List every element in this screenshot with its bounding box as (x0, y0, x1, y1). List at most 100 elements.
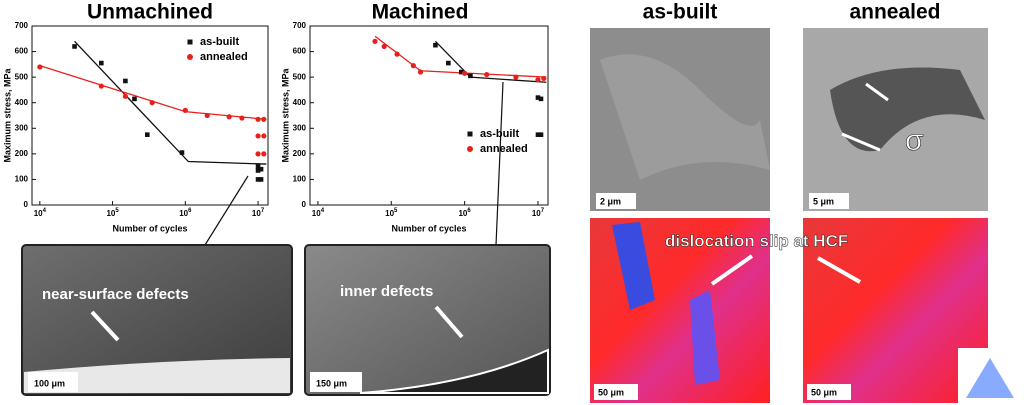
point (538, 96, 544, 102)
point (458, 69, 464, 75)
arrow (434, 305, 464, 339)
scale-box (594, 384, 638, 400)
point (255, 133, 261, 139)
point (258, 177, 264, 182)
ipf-triangle (966, 358, 1014, 398)
y-tick-label: 0 (24, 200, 29, 209)
x-axis-label: Number of cycles (391, 223, 466, 233)
point (541, 75, 547, 82)
y-tick-label: 600 (15, 47, 29, 56)
point (132, 96, 137, 102)
image-label: inner defects (340, 283, 433, 300)
arrow (817, 256, 861, 284)
chart-title: Unmachined (87, 1, 213, 24)
scale-box (809, 193, 849, 209)
point (394, 51, 400, 57)
x-tick-label: 105 (106, 208, 119, 219)
fit-line (39, 65, 267, 120)
legend-label: as-built (200, 36, 239, 48)
point (535, 77, 541, 83)
legend-label: as-built (480, 128, 519, 140)
point (204, 112, 210, 119)
scale-label: 2 μm (600, 196, 621, 206)
grain (600, 54, 770, 180)
point (179, 150, 185, 155)
y-tick-label: 100 (293, 175, 307, 184)
point (144, 132, 150, 137)
point (255, 116, 261, 122)
point (468, 73, 473, 79)
point (446, 60, 451, 66)
point (182, 107, 188, 113)
y-tick-label: 600 (293, 47, 307, 56)
point (123, 78, 128, 84)
image-title: annealed (849, 1, 940, 24)
y-tick-label: 200 (15, 149, 29, 158)
image-title: as-built (643, 1, 718, 24)
legend-marker (467, 131, 473, 137)
scale-label: 100 μm (34, 378, 65, 388)
point (535, 95, 541, 100)
y-axis-label: Maximum stress, MPa (280, 67, 290, 162)
y-tick-label: 700 (15, 21, 29, 30)
x-tick-label: 106 (458, 208, 471, 219)
point (72, 44, 77, 49)
arrow (90, 310, 120, 342)
point (37, 64, 43, 70)
point (255, 177, 261, 182)
point (410, 63, 416, 69)
sem-image (304, 244, 551, 396)
image-label: dislocation slip at HCF (665, 231, 848, 250)
y-tick-label: 500 (293, 72, 307, 81)
grain (612, 222, 655, 310)
legend-marker (187, 54, 193, 60)
point (122, 93, 128, 99)
image-label: near-surface defects (42, 286, 189, 303)
scale-label: 150 μm (316, 378, 347, 388)
point (484, 71, 490, 78)
x-tick-label: 106 (179, 208, 192, 219)
plot-frame (309, 25, 549, 206)
point (535, 132, 541, 137)
point (226, 114, 232, 120)
scale-label: 50 μm (598, 387, 624, 397)
plot-frame (31, 25, 269, 206)
y-tick-label: 300 (15, 123, 29, 132)
scale-box (807, 384, 851, 400)
scale-box (28, 372, 78, 392)
point (255, 151, 261, 157)
x-tick-label: 104 (34, 208, 47, 219)
scale-label: 5 μm (813, 196, 834, 206)
point (261, 151, 267, 157)
point (417, 69, 424, 75)
surface (24, 358, 290, 393)
point (513, 74, 519, 80)
arrow (710, 254, 754, 286)
fit-line (74, 40, 267, 165)
y-tick-label: 400 (15, 98, 29, 107)
legend-label: annealed (480, 143, 528, 155)
y-tick-label: 400 (293, 98, 307, 107)
legend-label: annealed (200, 51, 248, 63)
y-tick-label: 500 (15, 72, 29, 81)
y-tick-label: 200 (293, 149, 307, 158)
chart-title: Machined (372, 1, 469, 24)
arrow (865, 82, 889, 102)
y-tick-label: 700 (293, 21, 307, 30)
ebsd-map (803, 218, 988, 403)
y-tick-label: 100 (15, 175, 29, 184)
scale-box (310, 372, 362, 392)
point (462, 70, 468, 76)
point (98, 83, 104, 89)
point (239, 115, 245, 121)
point (255, 164, 261, 169)
x-tick-label: 104 (312, 208, 325, 219)
arrow (841, 132, 881, 152)
y-axis-label: Maximum stress, MPa (2, 67, 12, 162)
grain (690, 290, 720, 385)
x-axis-label: Number of cycles (112, 223, 187, 233)
point (261, 133, 267, 139)
point (149, 100, 155, 106)
y-tick-label: 300 (293, 123, 307, 132)
